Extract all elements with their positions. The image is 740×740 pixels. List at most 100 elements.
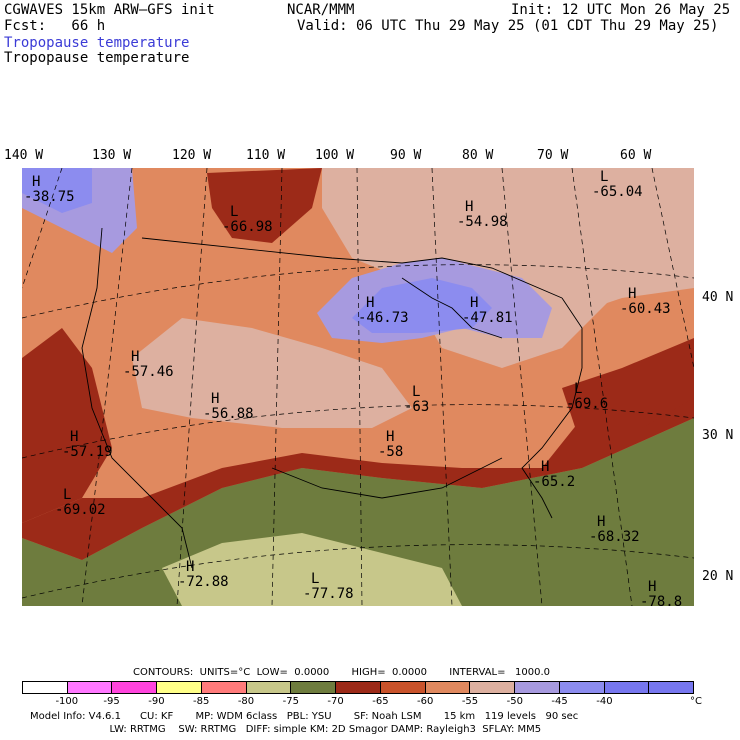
center-letter: H <box>465 199 474 215</box>
center-value: -58 <box>378 444 404 460</box>
lon-label-80w: 80 W <box>462 148 494 163</box>
center-letter: H <box>597 514 606 530</box>
center-value: -65.04 <box>592 184 643 200</box>
color-bar-swatch <box>515 682 560 693</box>
center-letter: L <box>311 571 320 587</box>
org-label: NCAR/MMM <box>287 2 355 18</box>
color-bar-tick: -80 <box>237 696 255 707</box>
color-bar-tick: -40 <box>596 696 613 707</box>
color-bar-swatch <box>336 682 381 693</box>
color-bar-tick: -100 <box>55 696 79 707</box>
contours-info: CONTOURS: UNITS=°C LOW= 0.0000 HIGH= 0.0… <box>133 667 551 678</box>
center-letter: H <box>211 391 220 407</box>
center-letter: L <box>230 204 239 220</box>
center-value: -65.2 <box>533 474 576 490</box>
color-bar-tick: -70 <box>327 696 344 707</box>
color-bar-swatch <box>112 682 158 693</box>
color-bar-swatch <box>559 682 605 693</box>
pressure-center-low: L -69.02 <box>55 487 106 518</box>
center-letter: L <box>574 381 583 397</box>
color-bar-tick: -85 <box>193 696 210 707</box>
color-bar-unit: °C <box>690 696 702 707</box>
center-letter: H <box>131 349 140 365</box>
center-value: -63 <box>404 399 430 415</box>
center-value: -54.98 <box>457 214 508 230</box>
pressure-center-high: H -57.46 <box>123 349 174 380</box>
center-letter: H <box>541 459 550 475</box>
lon-label-90w: 90 W <box>390 148 422 163</box>
center-letter: H <box>628 286 637 302</box>
center-letter: H <box>386 429 395 445</box>
forecast-hour: Fcst: 66 h <box>4 18 106 34</box>
model-title: CGWAVES 15km ARW–GFS init <box>4 2 215 18</box>
pressure-center-high: H -72.88 <box>178 559 229 590</box>
center-value: -72.88 <box>178 574 229 590</box>
center-letter: L <box>600 169 609 185</box>
center-letter: H <box>32 174 41 190</box>
lat-label-30n: 30 N <box>702 428 734 443</box>
color-bar-swatch <box>291 682 337 693</box>
valid-time: Valid: 06 UTC Thu 29 May 25 (01 CDT Thu … <box>297 18 719 34</box>
center-letter: H <box>70 429 79 445</box>
center-letter: H <box>186 559 195 575</box>
color-bar-tick: -75 <box>282 696 299 707</box>
pressure-center-high: H -46.73 <box>358 295 409 326</box>
pressure-center-high: H -57.19 <box>62 429 113 460</box>
model-info-line2: LW: RRTMG SW: RRTMG DIFF: simple KM: 2D … <box>30 724 542 735</box>
color-bar-swatch <box>470 682 516 693</box>
color-bar-tick: -65 <box>372 696 389 707</box>
lon-label-120w: 120 W <box>172 148 212 163</box>
color-bar-swatch <box>23 682 68 693</box>
color-bar-swatch <box>425 682 471 693</box>
center-value: -60.43 <box>620 301 671 317</box>
lon-label-60w: 60 W <box>620 148 652 163</box>
pressure-center-low: L -77.78 <box>303 571 354 602</box>
center-value: -46.73 <box>358 310 409 326</box>
color-bar-tick: -45 <box>551 696 568 707</box>
model-info-line1: Model Info: V4.6.1 CU: KF MP: WDM 6class… <box>30 711 579 722</box>
pressure-center-high: H -65.2 <box>533 459 575 490</box>
center-value: -69.6 <box>566 396 609 412</box>
center-value: -66.98 <box>222 219 273 235</box>
color-bar-swatch <box>201 682 247 693</box>
color-bar-swatch <box>604 682 650 693</box>
center-letter: H <box>470 295 479 311</box>
center-value: -56.88 <box>203 406 254 422</box>
center-value: -38.75 <box>24 189 75 205</box>
pressure-center-high: H -58 <box>378 429 403 460</box>
center-letter: H <box>648 579 657 595</box>
init-time: Init: 12 UTC Mon 26 May 25 <box>511 2 731 18</box>
pressure-center-high: H -47.81 <box>462 295 513 326</box>
lon-label-130w: 130 W <box>92 148 132 163</box>
color-bar-tick: -60 <box>417 696 434 707</box>
color-bar-swatch <box>67 682 113 693</box>
center-value: -68.32 <box>589 529 640 545</box>
field-title: Tropopause temperature <box>4 50 190 66</box>
center-letter: H <box>366 295 375 311</box>
color-bar-swatch <box>649 682 694 693</box>
center-letter: L <box>63 487 72 503</box>
color-bar-swatch <box>380 682 426 693</box>
center-letter: L <box>412 384 421 400</box>
lon-label-110w: 110 W <box>246 148 286 163</box>
center-value: -47.81 <box>462 310 513 326</box>
color-bar-tick: -90 <box>148 696 165 707</box>
pressure-center-high: H -60.43 <box>620 286 671 317</box>
color-bar-swatch <box>246 682 292 693</box>
pressure-center-high: H -54.98 <box>457 199 508 230</box>
pressure-center-low: L -66.98 <box>222 204 273 235</box>
color-bar <box>22 681 694 694</box>
center-value: -69.02 <box>55 502 106 518</box>
color-bar-tick: -50 <box>506 696 523 707</box>
pressure-center-low: L -69.6 <box>566 381 608 412</box>
center-value: -78.8 <box>640 594 683 610</box>
color-bar-tick: -95 <box>103 696 120 707</box>
pressure-center-high: H -56.88 <box>203 391 254 422</box>
field-title-blue: Tropopause temperature <box>4 35 190 51</box>
color-bar-tick: -55 <box>461 696 479 707</box>
lon-label-100w: 100 W <box>315 148 355 163</box>
pressure-center-low: L -65.04 <box>592 169 643 200</box>
lat-label-20n: 20 N <box>702 569 734 584</box>
color-bar-swatch <box>157 682 202 693</box>
tropopause-temperature-map <box>22 168 694 606</box>
